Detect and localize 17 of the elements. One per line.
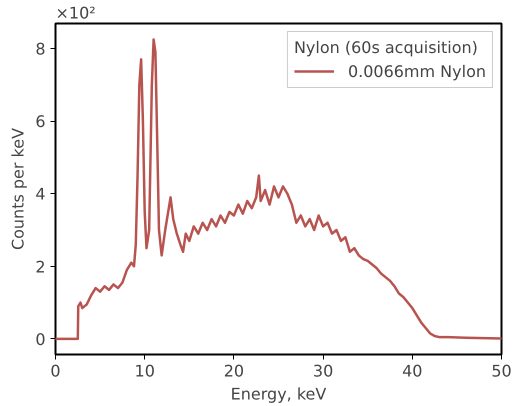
text: ×10² <box>56 4 96 22</box>
y-tick-label: 8 <box>35 40 46 59</box>
y-tick-label: 6 <box>35 112 46 132</box>
line-series <box>56 38 502 340</box>
legend-title: Nylon (60s acquisition) <box>294 38 479 57</box>
x-axis-title: Energy, keV <box>230 384 326 404</box>
x-tick-label: 0 <box>50 362 61 380</box>
x-tick-label: 30 <box>312 362 334 380</box>
y-tick-label: 0 <box>35 330 46 349</box>
y-axis-title: Counts per keV <box>8 128 28 250</box>
y-tick-label: 2 <box>35 257 46 276</box>
x-tick-label: 20 <box>224 362 244 380</box>
x-tick-label: 40 <box>402 362 422 380</box>
x-tick-label: 10 <box>134 362 155 380</box>
x-tick-label: 50 <box>491 362 512 380</box>
y-tick-label: 4 <box>35 184 46 204</box>
legend-label: 0.0066mm Nylon <box>348 62 486 80</box>
